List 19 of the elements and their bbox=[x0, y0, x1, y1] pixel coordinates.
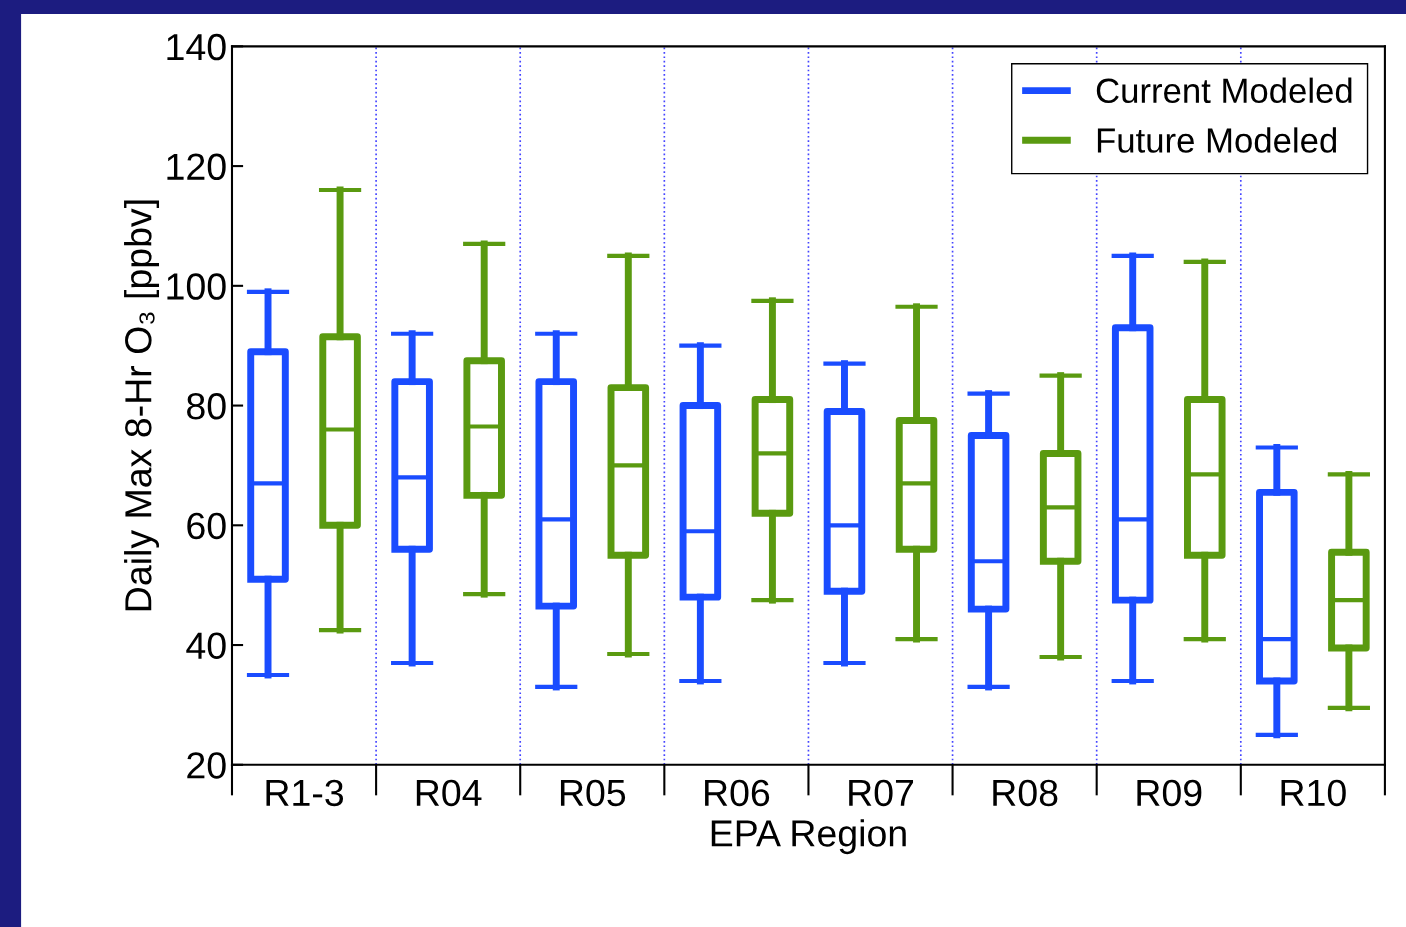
x-tick-label: R07 bbox=[849, 779, 914, 807]
x-tick-label: R10 bbox=[1281, 779, 1346, 807]
y-tick-label: 120 bbox=[167, 153, 226, 181]
y-tick-label: 40 bbox=[186, 632, 226, 659]
legend-label: Current Modeled bbox=[1096, 77, 1352, 104]
y-tick-label: 100 bbox=[167, 273, 226, 300]
x-tick-label: R09 bbox=[1137, 779, 1202, 807]
y-tick-label: 80 bbox=[187, 392, 226, 420]
x-tick-label: R04 bbox=[416, 779, 482, 807]
y-tick-label: 60 bbox=[187, 512, 226, 540]
y-tick-label: 140 bbox=[167, 33, 226, 61]
legend-label: Future Modeled bbox=[1097, 127, 1337, 153]
x-tick-label: R08 bbox=[993, 779, 1058, 807]
x-tick-label: R05 bbox=[560, 779, 626, 807]
x-tick-label: R1-3 bbox=[266, 779, 344, 807]
y-tick-label: 20 bbox=[187, 752, 226, 779]
x-tick-label: R06 bbox=[705, 779, 770, 807]
y-axis-title: Daily Max 8-Hr O₃ [ppbv] bbox=[124, 200, 160, 611]
x-axis-title: EPA Region bbox=[711, 819, 906, 855]
